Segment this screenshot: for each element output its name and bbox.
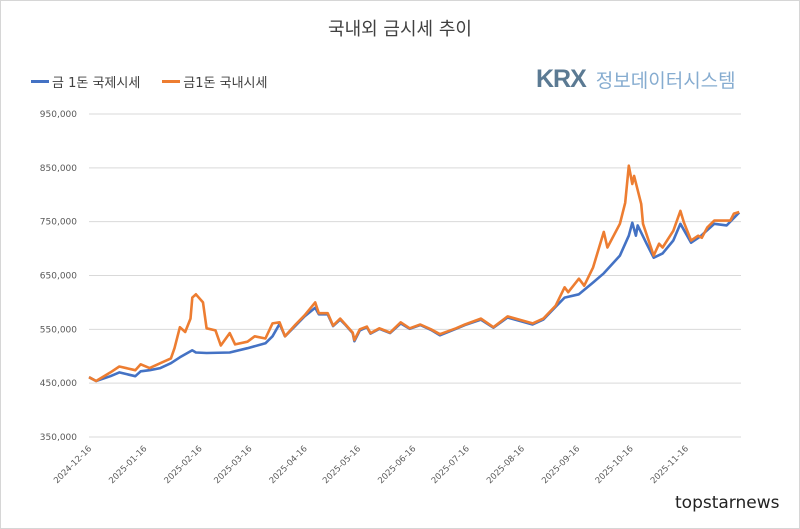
x-tick-label: 2025-04-16 [268, 444, 310, 486]
legend-swatch-blue [31, 80, 49, 83]
krx-logo-text: 정보데이터시스템 [595, 70, 736, 92]
krx-logo: KRX 정보데이터시스템 [536, 65, 736, 94]
y-tick-label: 450,000 [40, 379, 77, 389]
x-tick-label: 2025-11-16 [649, 444, 691, 486]
x-tick-label: 2025-01-16 [107, 444, 149, 486]
x-tick-label: 2025-07-16 [430, 444, 472, 486]
y-tick-label: 550,000 [40, 325, 77, 335]
x-tick-label: 2025-02-16 [163, 444, 205, 486]
x-tick-label: 2025-10-16 [594, 444, 636, 486]
legend-label: 금 1돈 국제시세 [52, 76, 141, 91]
legend-item-international: 금 1돈 국제시세 [31, 72, 140, 91]
chart-title: 국내외 금시세 추이 [328, 19, 472, 40]
series-line-domestic [88, 164, 740, 383]
x-tick-label: 2025-03-16 [212, 444, 254, 486]
legend: 금 1돈 국제시세 금1돈 국내시세 [31, 72, 267, 91]
krx-logo-mark: KRX [536, 65, 587, 93]
x-tick-label: 2025-05-16 [321, 444, 363, 486]
x-tick-label: 2025-08-16 [485, 444, 527, 486]
y-tick-label: 850,000 [40, 164, 77, 174]
watermark: topstarnews [675, 493, 780, 513]
y-tick-label: 650,000 [40, 272, 77, 282]
legend-item-domestic: 금1돈 국내시세 [162, 72, 267, 91]
y-tick-label: 350,000 [40, 433, 77, 443]
x-tick-label: 2025-06-16 [376, 444, 418, 486]
x-tick-label: 2024-12-16 [52, 444, 94, 486]
legend-label: 금1돈 국내시세 [183, 76, 268, 91]
x-tick-label: 2025-09-16 [540, 444, 582, 486]
series-line-international [88, 211, 741, 383]
y-tick-label: 950,000 [40, 110, 77, 120]
legend-swatch-orange [162, 80, 181, 83]
y-tick-label: 750,000 [40, 218, 77, 228]
